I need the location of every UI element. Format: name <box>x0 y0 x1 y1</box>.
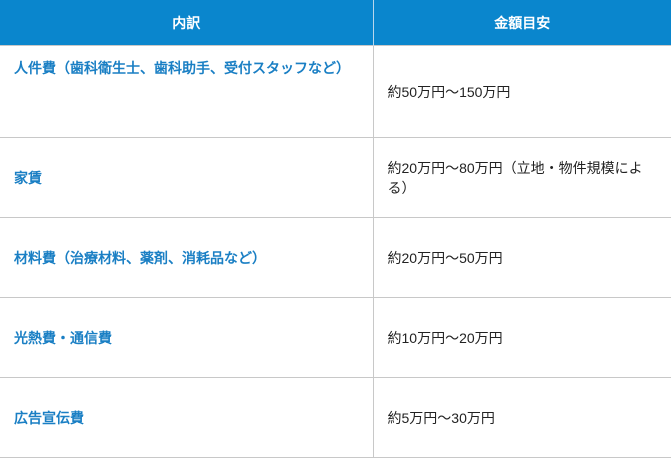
item-cell: 光熱費・通信費 <box>0 297 374 378</box>
table-row: 家賃 約20万円〜80万円（立地・物件規模による） <box>0 137 671 218</box>
amount-cell: 約20万円〜80万円（立地・物件規模による） <box>372 137 671 218</box>
item-cell: 家賃 <box>0 137 374 218</box>
header-amount: 金額目安 <box>373 0 671 46</box>
table-row: 光熱費・通信費 約10万円〜20万円 <box>0 297 671 378</box>
header-row: 内訳 金額目安 <box>0 0 671 46</box>
amount-cell: 約5万円〜30万円 <box>372 377 671 458</box>
table-row: 人件費（歯科衛生士、歯科助手、受付スタッフなど） 約50万円〜150万円 <box>0 45 671 138</box>
header-item: 内訳 <box>0 0 374 46</box>
item-cell: 材料費（治療材料、薬剤、消耗品など） <box>0 217 374 298</box>
item-cell: 広告宣伝費 <box>0 377 374 458</box>
amount-cell: 約20万円〜50万円 <box>372 217 671 298</box>
amount-cell: 約50万円〜150万円 <box>372 45 671 138</box>
table-row: 広告宣伝費 約5万円〜30万円 <box>0 377 671 458</box>
amount-cell: 約10万円〜20万円 <box>372 297 671 378</box>
table-row: 材料費（治療材料、薬剤、消耗品など） 約20万円〜50万円 <box>0 217 671 298</box>
item-cell: 人件費（歯科衛生士、歯科助手、受付スタッフなど） <box>0 45 374 138</box>
